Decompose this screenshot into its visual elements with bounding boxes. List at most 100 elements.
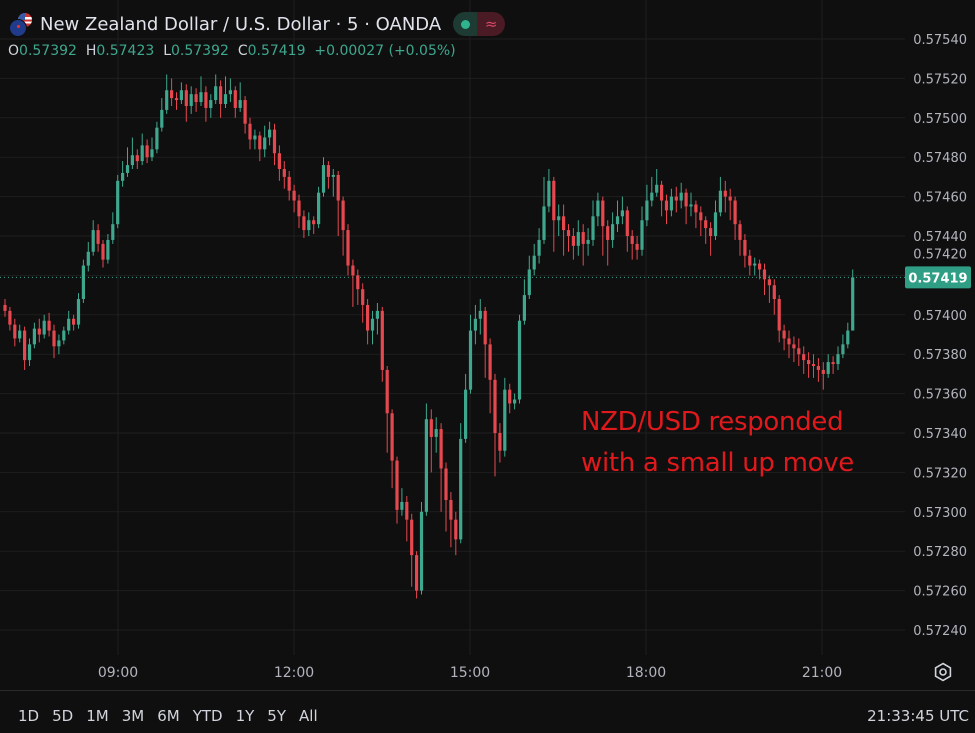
candle-down [571,236,575,246]
candle-down [552,180,556,221]
time-tick-label: 12:00 [274,665,314,681]
price-tick-label: 0.57320 [913,466,967,481]
range-button-all[interactable]: All [299,707,318,725]
candle-down [302,216,306,231]
candle-up [615,216,620,225]
candle-up [522,295,526,321]
candle-down [52,330,56,347]
candle-down [336,174,340,201]
candle-down [802,354,806,361]
candle-down [233,90,237,108]
candle-down [297,200,301,217]
candle-up [537,239,541,256]
candle-down [733,200,737,225]
market-open-dot-icon[interactable] [453,12,478,36]
candle-down [684,192,688,207]
low-value: 0.57392 [171,43,229,59]
time-tick-label: 15:00 [450,665,490,681]
candle-down [356,275,360,290]
candle-down [493,379,497,433]
candle-up [419,511,424,591]
candle-down [704,220,708,229]
range-button-1m[interactable]: 1M [86,707,109,725]
candle-up [253,135,257,140]
candle-down [581,232,585,244]
candle-down [743,239,747,256]
candle-down [772,285,776,300]
range-button-5y[interactable]: 5Y [267,707,287,725]
range-button-1d[interactable]: 1D [18,707,40,725]
range-button-3m[interactable]: 3M [121,707,145,725]
candle-up [591,216,595,240]
candle-up [517,320,522,400]
ohlc-values: O0.57392 H0.57423 L0.57392 C0.57419 +0.0… [8,43,456,59]
candle-up [468,330,473,390]
candle-up [542,206,546,240]
candle-down [664,200,669,211]
candle-up [826,362,830,374]
candle-up [238,100,242,108]
candle-down [625,210,629,236]
candle-down [758,263,762,270]
open-label: O [8,43,20,59]
range-button-5d[interactable]: 5D [52,707,74,725]
delayed-data-icon[interactable]: ≈ [477,12,506,36]
candle-up [62,330,66,341]
symbol-title[interactable]: New Zealand Dollar / U.S. Dollar · 5 · O… [40,13,442,35]
candle-up [199,92,203,103]
candle-up [228,90,232,95]
candle-up [655,184,659,193]
candle-up [27,344,32,361]
candle-down [762,269,767,280]
candle-down [248,123,252,140]
time-tick-label: 21:00 [802,665,842,681]
candle-up [527,269,531,296]
candle-up [209,100,213,108]
candle-down [674,196,678,201]
candle-up [140,145,144,162]
settings-gear-icon[interactable] [933,662,953,682]
candle-down [277,153,281,170]
time-tick-label: 18:00 [626,665,666,681]
candle-up [459,438,463,540]
candle-up [42,320,46,335]
candle-down [777,299,781,331]
time-tick-label: 09:00 [98,665,138,681]
candle-up [111,224,115,240]
range-button-1y[interactable]: 1Y [235,707,255,725]
candle-down [782,330,786,339]
candle-up [165,90,169,110]
candle-down [23,330,27,361]
candle-down [194,94,198,103]
close-label: C [237,43,248,59]
candle-down [101,243,105,260]
low-label: L [163,43,171,59]
candle-down [738,224,742,240]
candle-down [204,92,208,108]
candle-down [454,519,458,540]
candle-down [380,310,384,370]
candle-up [189,94,193,106]
candle-down [811,364,816,367]
status-pill[interactable]: ≈ [453,12,506,36]
annotation-line-2: with a small up move [581,448,855,478]
candle-down [660,184,664,201]
range-button-6m[interactable]: 6M [157,707,180,725]
candle-down [37,328,41,335]
candle-down [767,279,771,286]
range-button-ytd[interactable]: YTD [192,707,223,725]
candle-up [851,277,855,331]
candle-down [351,265,355,276]
candle-up [713,212,718,236]
candle-up [513,399,517,404]
candle-down [96,230,100,244]
price-tick-label: 0.57260 [913,585,967,600]
candle-down [272,129,277,154]
candlestick-chart[interactable]: 0.57540 0.57520 0.57500 0.57480 0.57460 0.574… [0,0,975,690]
candle-up [434,429,438,437]
price-tick-label: 0.57540 [913,33,967,48]
candle-up [160,109,164,128]
candle-up [640,220,644,250]
candle-up [586,239,590,244]
utc-clock[interactable]: 21:33:45 UTC [867,707,969,725]
